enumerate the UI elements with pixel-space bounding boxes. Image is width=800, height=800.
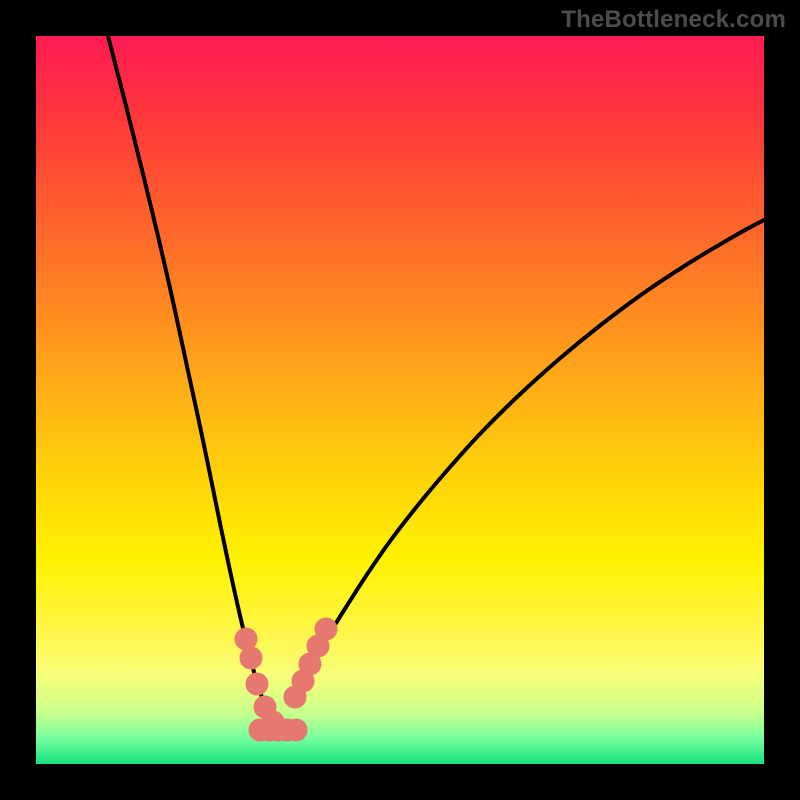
curve-left-branch (108, 36, 263, 701)
marker-left-2 (246, 673, 268, 695)
marker-bottom (285, 719, 307, 741)
marker-right-4 (315, 618, 337, 640)
curve-right-branch (293, 220, 764, 701)
marker-left-0 (235, 628, 257, 650)
marker-left-1 (240, 647, 262, 669)
plot-area (36, 36, 764, 764)
chart-overlay (36, 36, 764, 764)
watermark-text: TheBottleneck.com (561, 6, 786, 34)
